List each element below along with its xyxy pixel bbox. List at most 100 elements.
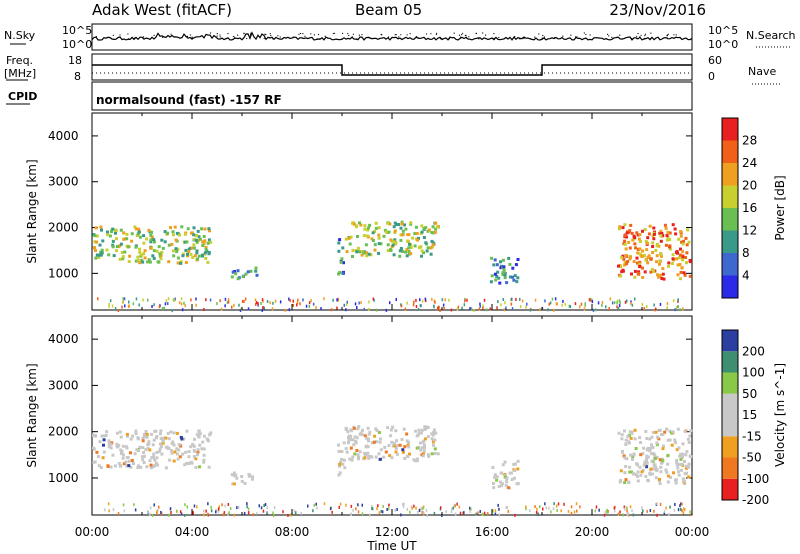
- velocity-cell: [106, 464, 110, 468]
- power-colorbar-segment: [722, 163, 738, 186]
- velocity-cell: [107, 439, 111, 443]
- velocity-cell: [147, 440, 151, 444]
- power-ground-cell: [266, 300, 269, 303]
- noise-search-point: [643, 37, 645, 40]
- velocity-ground-cell: [557, 502, 560, 506]
- velocity-colorbar-tick: 200: [742, 344, 765, 358]
- velocity-cell: [633, 437, 637, 441]
- velocity-cell: [500, 484, 503, 487]
- velocity-cell: [436, 452, 440, 456]
- velocity-cell: [197, 429, 201, 433]
- power-cell: [193, 254, 197, 258]
- velocity-cell: [337, 473, 341, 477]
- power-cell: [365, 234, 369, 238]
- power-colorbar-segment: [722, 185, 738, 208]
- velocity-ground-cell: [170, 510, 172, 514]
- velocity-cell: [131, 434, 135, 438]
- velocity-colorbar-tick: 50: [742, 387, 757, 401]
- noise-search-point: [298, 33, 300, 35]
- power-cell: [190, 246, 194, 250]
- power-cell: [370, 237, 374, 241]
- power-ground-cell: [588, 298, 591, 302]
- power-ground-cell: [227, 300, 230, 304]
- velocity-cell: [654, 465, 658, 469]
- velocity-ground-cell: [594, 509, 597, 513]
- velocity-ground-cell: [420, 507, 422, 511]
- velocity-cell: [638, 465, 642, 469]
- power-cell: [204, 245, 208, 249]
- velocity-ground-cell: [108, 509, 110, 513]
- power-cell: [668, 247, 672, 251]
- power-cell: [628, 246, 632, 250]
- power-cell: [159, 253, 163, 257]
- velocity-cell: [513, 462, 517, 466]
- velocity-cell: [394, 450, 398, 454]
- velocity-cell: [117, 462, 121, 465]
- power-ground-cell: [117, 309, 120, 312]
- velocity-cell: [240, 479, 244, 483]
- noise-search-point: [612, 37, 614, 39]
- velocity-ground-cell: [361, 503, 363, 507]
- power-colorbar-tick: 12: [742, 224, 757, 238]
- power-ground-cell: [448, 298, 450, 302]
- power-cell: [236, 269, 240, 273]
- velocity-cell: [250, 477, 254, 481]
- velocity-cell: [175, 447, 179, 451]
- power-cell: [141, 260, 145, 264]
- power-ground-cell: [138, 303, 140, 307]
- noise-left-tick: 10^0: [62, 38, 92, 51]
- power-ground-cell: [415, 305, 418, 308]
- velocity-ground-cell: [487, 512, 489, 516]
- velocity-ground-cell: [112, 508, 115, 512]
- power-colorbar-tick: 8: [742, 246, 750, 260]
- velocity-cell: [619, 469, 623, 473]
- power-ground-cell: [330, 308, 333, 312]
- velocity-cell: [414, 429, 417, 433]
- velocity-cell: [153, 464, 157, 467]
- power-cell: [351, 255, 354, 258]
- velocity-cell: [232, 471, 236, 475]
- velocity-cell: [156, 463, 160, 467]
- velocity-colorbar-frame: [721, 329, 739, 501]
- power-cell: [382, 234, 386, 238]
- power-cell: [377, 251, 381, 255]
- power-cell: [361, 250, 364, 253]
- power-cell: [679, 270, 683, 274]
- power-cell: [679, 247, 682, 251]
- power-ground-cell: [659, 302, 662, 306]
- noise-search-point: [277, 35, 279, 37]
- velocity-cell: [401, 448, 405, 452]
- power-cell: [364, 243, 368, 247]
- velocity-cell: [169, 449, 173, 452]
- power-ground-cell: [180, 302, 183, 306]
- power-cell: [493, 272, 497, 276]
- velocity-ground-cell: [477, 511, 479, 515]
- velocity-cell: [645, 448, 649, 452]
- power-cell: [431, 241, 435, 245]
- velocity-cell: [366, 437, 370, 441]
- power-ground-cell: [180, 297, 183, 301]
- velocity-ground-cell: [394, 508, 396, 512]
- power-cell: [356, 235, 359, 238]
- velocity-cell: [681, 477, 685, 481]
- velocity-cell: [654, 430, 658, 434]
- power-cell: [146, 260, 150, 264]
- noise-search-point: [605, 38, 608, 40]
- velocity-cell: [688, 454, 692, 458]
- power-ground-cell: [111, 304, 114, 308]
- velocity-cell: [115, 442, 119, 446]
- noise-search-point: [640, 34, 642, 36]
- velocity-ground-cell: [227, 503, 230, 506]
- velocity-cell: [107, 445, 111, 449]
- power-ground-cell: [205, 298, 207, 302]
- velocity-cell: [118, 430, 122, 434]
- velocity-cell: [628, 433, 632, 437]
- noise-search-point: [342, 32, 344, 35]
- noise-search-point: [249, 37, 251, 40]
- velocity-cell: [687, 465, 691, 469]
- velocity-ground-cell: [656, 513, 658, 517]
- velocity-ground-cell: [272, 511, 274, 515]
- velocity-cell: [421, 440, 425, 444]
- power-cell: [254, 269, 258, 273]
- power-ground-cell: [164, 302, 167, 306]
